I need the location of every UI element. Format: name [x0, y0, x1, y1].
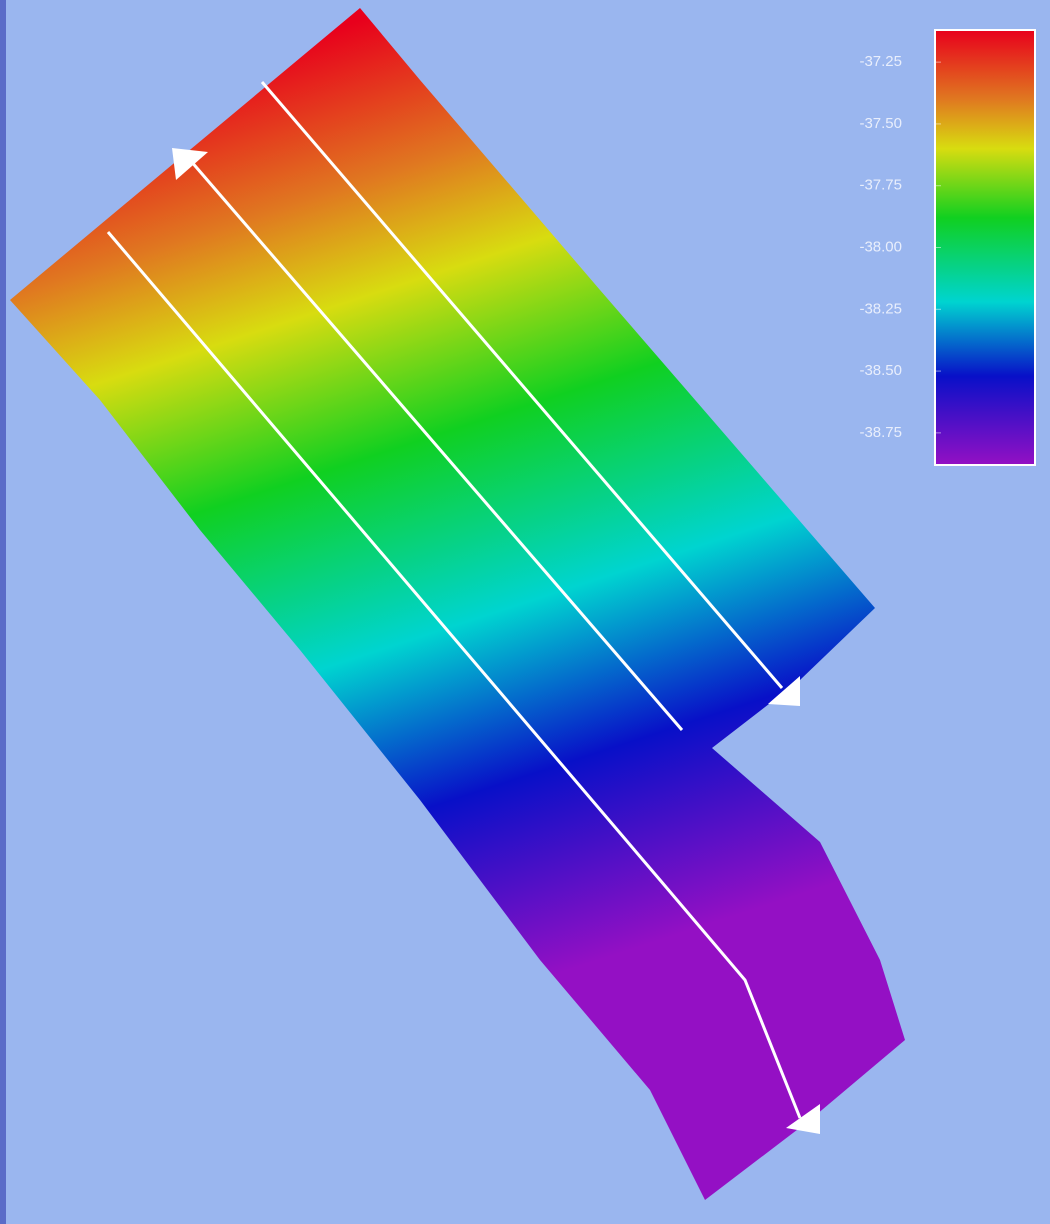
tick-label: -38.50 — [859, 362, 902, 379]
tick-label: -37.50 — [859, 115, 902, 132]
map-view: -37.25 -37.50 -37.75 -38.00 -38.25 -38.50 -38.… — [0, 0, 1050, 1224]
tick-label: -37.25 — [859, 53, 902, 70]
survey-surface — [10, 8, 905, 1200]
tick-label: -37.75 — [859, 177, 902, 194]
tick-label: -38.75 — [859, 424, 902, 441]
window-edge — [0, 0, 6, 1224]
tick-label: -38.25 — [859, 300, 902, 317]
color-scale — [935, 30, 1035, 465]
page: {"colorbar": { "range": [-38.88, -37.12]… — [0, 0, 1050, 1224]
tick-label: -38.00 — [859, 238, 902, 255]
